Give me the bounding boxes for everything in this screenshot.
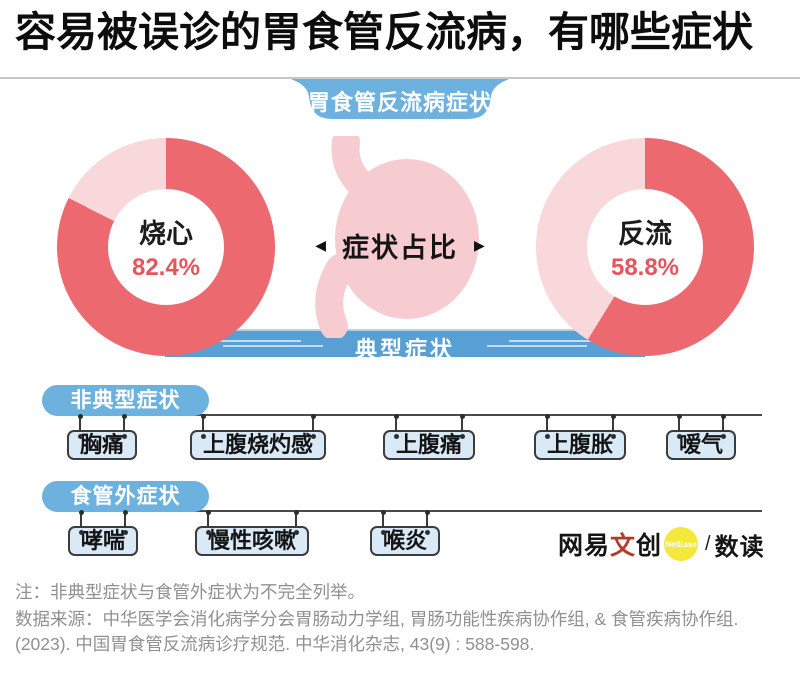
donut-center: 反流 58.8% [587, 189, 703, 305]
left-arrow-icon: ◀ [315, 237, 326, 253]
symptom-tag-label: 慢性咳嗽 [208, 528, 297, 553]
section-pill-extraesophageal: 食管外症状 [42, 481, 209, 512]
symptom-tag-label: 哮喘 [81, 528, 126, 553]
logo-brand-text: 网易文创 [558, 532, 663, 560]
symptom-tag-label: 胸痛 [80, 432, 125, 457]
typical-symptoms-label: 典型症状 [354, 337, 455, 362]
logo-sub-brand: 数读 [714, 533, 765, 561]
donut-label: 烧心 [139, 219, 193, 249]
stomach-illustration [315, 136, 479, 338]
bar-decor-line [201, 340, 301, 342]
hang-string [205, 510, 211, 535]
bar-decor-line [509, 340, 609, 342]
symptom-tag: 上腹痛 [383, 414, 476, 460]
symptom-tag-label: 喉炎 [383, 528, 428, 553]
hang-string [77, 414, 83, 439]
hang-string [380, 510, 386, 535]
hang-string [393, 414, 399, 439]
hang-string [121, 414, 127, 439]
hang-string [200, 414, 206, 439]
hang-string [310, 414, 316, 439]
symptom-tag-label: 上腹痛 [396, 432, 463, 457]
section-pill-atypical: 非典型症状 [42, 385, 209, 416]
hang-string [424, 510, 430, 535]
netease-yellow-circle-icon: NetEase [664, 527, 699, 561]
symptom-ratio-row: ◀ 症状占比 ▶ [300, 226, 500, 265]
symptom-tag-label: 上腹烧灼感 [203, 432, 314, 457]
netease-circle-label: NetEase [665, 539, 697, 549]
note-line: 注：非典型症状与食管外症状为不完全列举。 [15, 582, 365, 602]
hang-string [720, 414, 726, 439]
topic-badge-label: 胃食管反流病症状 [307, 90, 492, 115]
symptom-tag: 胸痛 [67, 414, 138, 460]
page-title: 容易被误诊的胃食管反流病，有哪些症状 [15, 9, 753, 55]
symptom-tag: 上腹烧灼感 [190, 414, 327, 460]
bar-decor-line [487, 345, 587, 347]
symptom-tag-label: 嗳气 [679, 432, 724, 457]
symptom-tag: 嗳气 [666, 414, 737, 460]
donut-label: 反流 [618, 219, 672, 249]
footnotes: 注：非典型症状与食管外症状为不完全列举。 数据来源：中华医学会消化病学分会胃肠动… [15, 580, 789, 659]
symptom-tag: 慢性咳嗽 [195, 510, 310, 556]
hang-string [122, 510, 128, 535]
donut-chart-heartburn: 烧心 82.4% [57, 138, 275, 356]
bar-decor-line [223, 345, 323, 347]
hang-string [544, 414, 550, 439]
symptom-ratio-label: 症状占比 [342, 233, 458, 263]
right-arrow-icon: ▶ [474, 237, 485, 253]
donut-value: 82.4% [131, 254, 201, 281]
symptom-tag: 哮喘 [68, 510, 139, 556]
logo-red-char: 文 [610, 532, 637, 560]
source-line: 数据来源：中华医学会消化病学分会胃肠动力学组, 胃肠功能性疾病协作组, & 食管… [15, 609, 739, 654]
netease-shuju-logo: 网易文创 NetEase / 数读 [558, 526, 765, 562]
logo-slash: / [705, 532, 711, 555]
hang-string [78, 510, 84, 535]
symptom-tag: 喉炎 [370, 510, 441, 556]
symptom-tag-label: 上腹胀 [547, 432, 614, 457]
hang-line-extraesophageal [100, 510, 762, 512]
topic-badge: 胃食管反流病症状 [291, 78, 509, 119]
hang-string [610, 414, 616, 439]
donut-chart-reflux: 反流 58.8% [536, 138, 754, 356]
hang-string [293, 510, 299, 535]
hang-string [676, 414, 682, 439]
symptom-tag: 上腹胀 [534, 414, 627, 460]
typical-symptoms-bar: 典型症状 [165, 329, 645, 362]
donut-value: 58.8% [610, 254, 680, 281]
hang-line-atypical [100, 414, 762, 416]
hang-string [459, 414, 465, 439]
header-divider-line [0, 77, 800, 79]
donut-center: 烧心 82.4% [108, 189, 224, 305]
ribbon-shape [291, 79, 509, 119]
